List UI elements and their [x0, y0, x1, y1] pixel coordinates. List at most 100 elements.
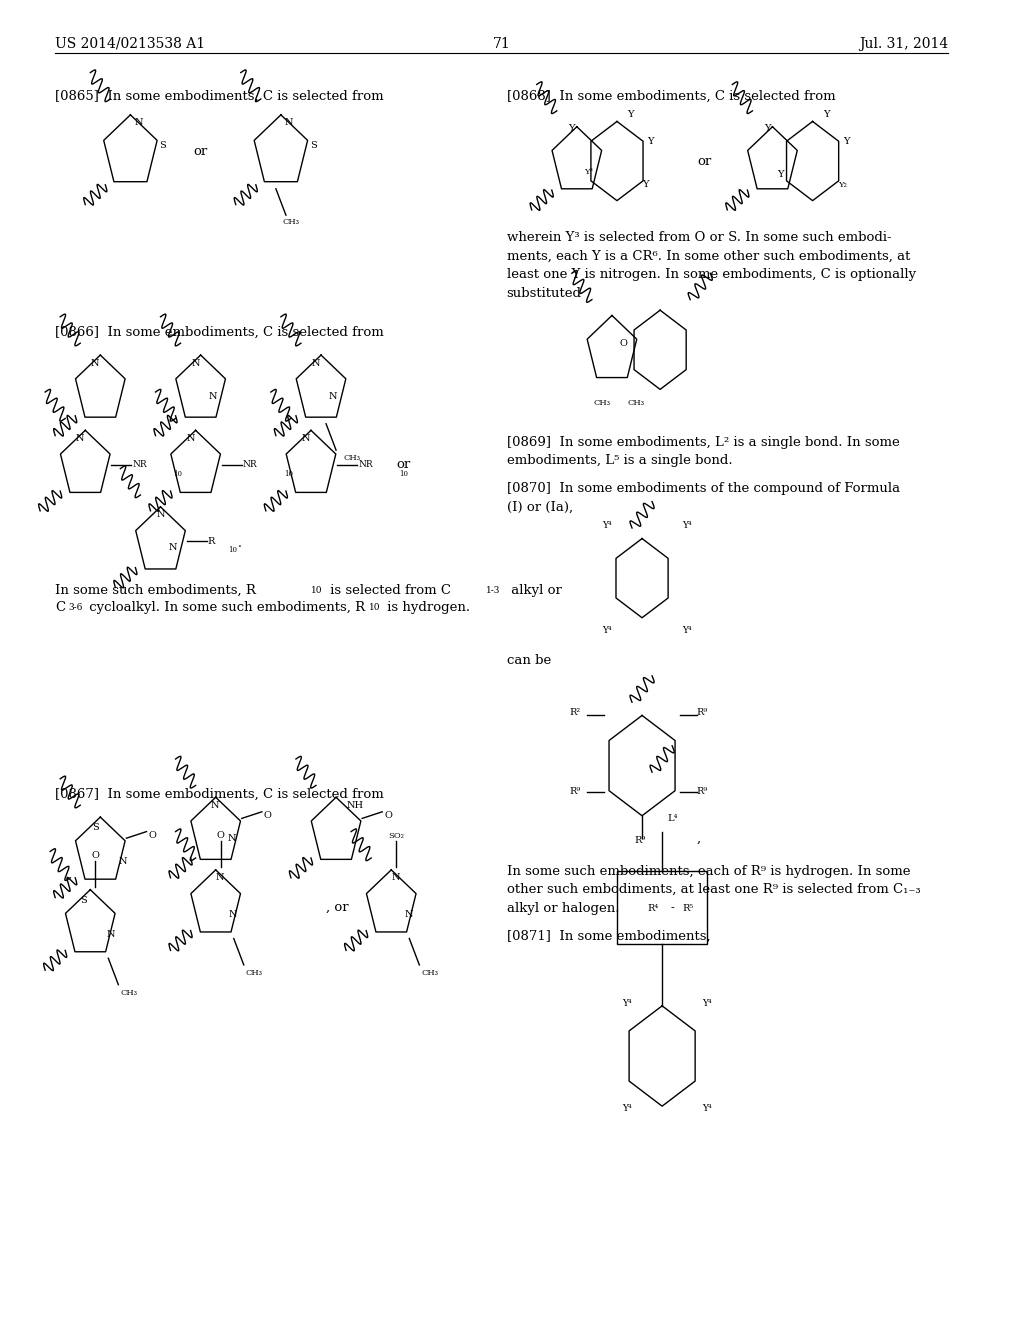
Text: N: N	[91, 359, 99, 367]
Text: R²: R²	[569, 709, 581, 717]
Text: NR: NR	[132, 461, 147, 469]
Text: Y⁴: Y⁴	[702, 1105, 712, 1113]
Text: 10: 10	[370, 603, 381, 611]
Text: .: .	[238, 537, 242, 550]
Text: ,: ,	[696, 832, 700, 845]
Text: CH₃: CH₃	[594, 399, 610, 407]
Text: N: N	[76, 434, 85, 442]
Text: CH₃: CH₃	[246, 969, 263, 977]
Text: [0868]  In some embodiments, C is selected from: [0868] In some embodiments, C is selecte…	[507, 90, 836, 103]
Text: 1-3: 1-3	[485, 586, 500, 594]
Text: Y: Y	[764, 124, 771, 132]
Text: O: O	[91, 851, 99, 859]
Text: R⁹: R⁹	[696, 788, 708, 796]
Text: N: N	[391, 874, 399, 882]
Text: SO₂: SO₂	[388, 832, 404, 840]
Text: O: O	[148, 832, 157, 840]
Text: -: -	[670, 903, 674, 913]
Text: [0865]  In some embodiments, C is selected from: [0865] In some embodiments, C is selecte…	[55, 90, 384, 103]
Text: least one Y is nitrogen. In some embodiments, C is optionally: least one Y is nitrogen. In some embodim…	[507, 268, 915, 281]
Text: CH₃: CH₃	[121, 989, 137, 997]
Text: US 2014/0213538 A1: US 2014/0213538 A1	[55, 37, 205, 50]
Text: Y: Y	[642, 181, 648, 189]
Text: S: S	[309, 141, 316, 149]
Text: [0870]  In some embodiments of the compound of Formula: [0870] In some embodiments of the compou…	[507, 482, 900, 495]
Text: N: N	[134, 119, 142, 127]
Text: Y: Y	[568, 124, 575, 132]
Text: N: N	[404, 911, 413, 919]
Text: NH: NH	[346, 801, 364, 809]
Text: CH₃: CH₃	[343, 454, 360, 462]
Text: N: N	[216, 874, 224, 882]
Text: CH₃: CH₃	[283, 218, 299, 226]
Text: Y⁴: Y⁴	[622, 999, 632, 1007]
Text: 10: 10	[311, 586, 323, 594]
Text: N: N	[209, 392, 217, 400]
Text: R⁹: R⁹	[696, 709, 708, 717]
Text: N: N	[168, 544, 177, 552]
Text: Y: Y	[777, 170, 783, 178]
Text: or: or	[396, 458, 411, 471]
Text: CH₃: CH₃	[421, 969, 438, 977]
Text: N: N	[302, 434, 310, 442]
Text: S: S	[80, 896, 87, 904]
Text: N: N	[329, 392, 337, 400]
Text: embodiments, L⁵ is a single bond.: embodiments, L⁵ is a single bond.	[507, 454, 732, 467]
Text: O: O	[384, 812, 392, 820]
Text: or: or	[697, 154, 712, 168]
Text: O: O	[217, 832, 224, 840]
Text: 10: 10	[399, 470, 409, 478]
Text: substituted: substituted	[507, 286, 582, 300]
Text: Y⁴: Y⁴	[702, 999, 712, 1007]
Text: Jul. 31, 2014: Jul. 31, 2014	[859, 37, 948, 50]
Text: ments, each Y is a CR⁶. In some other such embodiments, at: ments, each Y is a CR⁶. In some other su…	[507, 249, 910, 263]
Text: CH₃: CH₃	[627, 399, 644, 407]
Text: In some such embodiments, each of R⁹ is hydrogen. In some: In some such embodiments, each of R⁹ is …	[507, 865, 910, 878]
Text: cycloalkyl. In some such embodiments, R: cycloalkyl. In some such embodiments, R	[85, 601, 366, 614]
Text: 10: 10	[227, 546, 237, 554]
Text: R: R	[208, 537, 215, 545]
Text: [0869]  In some embodiments, L² is a single bond. In some: [0869] In some embodiments, L² is a sing…	[507, 436, 899, 449]
Text: alkyl or halogen.: alkyl or halogen.	[507, 902, 620, 915]
Text: (I) or (Ia),: (I) or (Ia),	[507, 500, 572, 513]
Text: C: C	[55, 601, 66, 614]
Text: , or: , or	[326, 900, 348, 913]
Text: 3-6: 3-6	[69, 603, 83, 611]
Text: L⁴: L⁴	[667, 814, 678, 822]
Text: N: N	[106, 931, 115, 939]
Text: R⁴: R⁴	[647, 904, 658, 912]
Text: is selected from C: is selected from C	[326, 583, 451, 597]
Text: N: N	[285, 119, 293, 127]
Text: or: or	[194, 145, 208, 158]
Text: can be: can be	[507, 653, 551, 667]
Text: R⁹: R⁹	[634, 837, 645, 845]
Text: alkyl or: alkyl or	[507, 583, 561, 597]
Text: N: N	[228, 911, 238, 919]
Text: other such embodiments, at least one R⁹ is selected from C₁₋₃: other such embodiments, at least one R⁹ …	[507, 883, 921, 896]
Text: Y⁴: Y⁴	[622, 1105, 632, 1113]
Text: S: S	[159, 141, 166, 149]
Text: N: N	[191, 359, 200, 367]
Text: N: N	[311, 359, 321, 367]
Text: [0871]  In some embodiments,: [0871] In some embodiments,	[507, 929, 711, 942]
Text: Y⁴: Y⁴	[682, 521, 692, 529]
Text: wherein Y³ is selected from O or S. In some such embodi-: wherein Y³ is selected from O or S. In s…	[507, 231, 891, 244]
Text: N: N	[157, 511, 165, 519]
Text: R⁵: R⁵	[682, 904, 693, 912]
Text: Y⁴: Y⁴	[682, 627, 692, 635]
Text: N: N	[211, 801, 219, 809]
Text: Y³: Y³	[585, 168, 593, 176]
Text: N: N	[227, 834, 237, 842]
Text: NR: NR	[358, 461, 373, 469]
Text: NR: NR	[243, 461, 257, 469]
Bar	[617, 871, 708, 944]
Text: is hydrogen.: is hydrogen.	[383, 601, 470, 614]
Text: 10: 10	[284, 470, 293, 478]
Text: Y⁴: Y⁴	[602, 521, 611, 529]
Text: Y: Y	[627, 111, 634, 119]
Text: O: O	[264, 812, 271, 820]
Text: In some such embodiments, R: In some such embodiments, R	[55, 583, 256, 597]
Text: Y: Y	[822, 111, 829, 119]
Text: Y₂: Y₂	[838, 181, 847, 189]
Text: R⁹: R⁹	[569, 788, 581, 796]
